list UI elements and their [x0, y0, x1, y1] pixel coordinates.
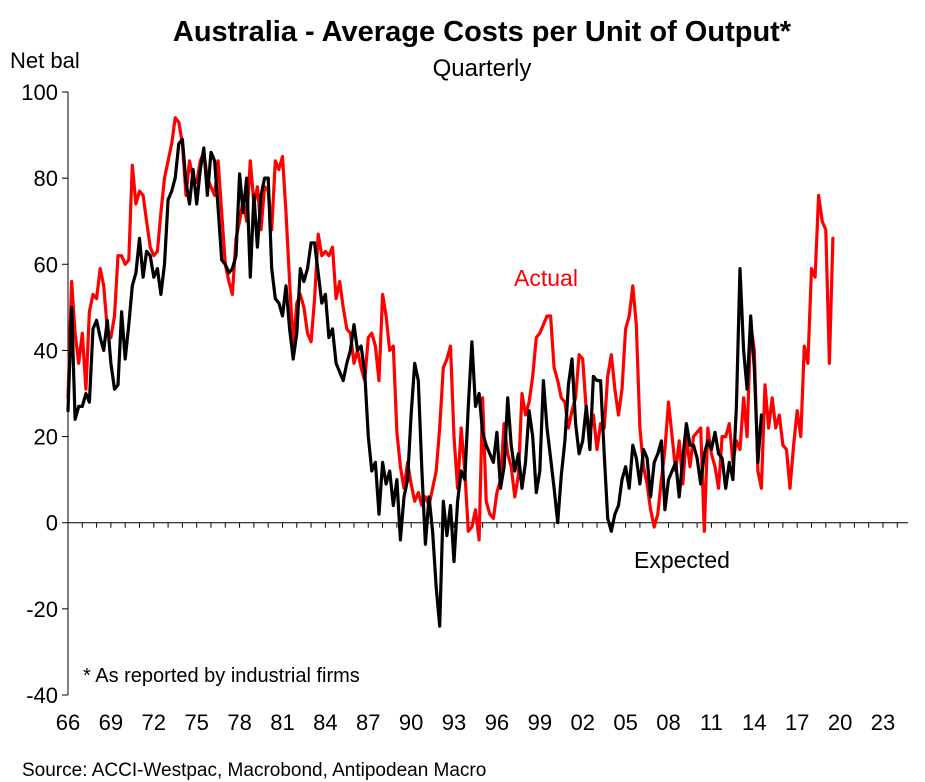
y-tick-label: -20	[26, 597, 58, 622]
x-axis: 66 69 72 75 78 81 84 87 90 93 96 99 02 05 08 11 14 17 20 23	[56, 522, 908, 735]
y-tick-label: 20	[34, 425, 58, 450]
x-tick-label: 90	[399, 710, 423, 735]
x-tick-label: 75	[184, 710, 208, 735]
x-tick-label: 14	[742, 710, 766, 735]
y-tick-label: 40	[34, 338, 58, 363]
y-axis-label: Net bal	[10, 48, 80, 73]
x-tick-label: 17	[785, 710, 809, 735]
chart-title: Australia - Average Costs per Unit of Ou…	[173, 16, 792, 48]
x-tick-label: 93	[442, 710, 466, 735]
y-tick-label: -40	[26, 683, 58, 708]
y-tick-label: 100	[21, 80, 58, 105]
x-tick-label: 96	[485, 710, 509, 735]
x-tick-label: 66	[56, 710, 80, 735]
x-tick-label: 02	[570, 710, 594, 735]
x-tick-label: 84	[313, 710, 337, 735]
annotation-expected: Expected	[634, 547, 730, 573]
x-tick-label: 72	[142, 710, 166, 735]
series-layer	[66, 116, 835, 628]
series-line-expected	[66, 137, 763, 628]
y-tick-label: 60	[34, 252, 58, 277]
series-line-actual	[66, 116, 835, 542]
x-tick-label: 78	[227, 710, 251, 735]
x-tick-label: 87	[356, 710, 380, 735]
x-tick-label: 69	[99, 710, 123, 735]
x-tick-label: 99	[528, 710, 552, 735]
x-tick-label: 20	[828, 710, 852, 735]
annotation-actual: Actual	[514, 265, 578, 291]
footnote: * As reported by industrial firms	[83, 665, 360, 687]
x-tick-label: 05	[613, 710, 637, 735]
x-tick-label: 23	[871, 710, 895, 735]
y-tick-label: 80	[34, 166, 58, 191]
y-axis: -40 -20 0 20 40 60 80 100	[21, 80, 69, 708]
y-tick-label: 0	[46, 511, 58, 536]
x-tick-label: 11	[700, 710, 723, 735]
x-tick-label: 81	[270, 710, 294, 735]
chart-subtitle: Quarterly	[433, 55, 532, 82]
source-note: Source: ACCI-Westpac, Macrobond, Antipod…	[22, 760, 486, 781]
x-tick-label: 08	[656, 710, 680, 735]
